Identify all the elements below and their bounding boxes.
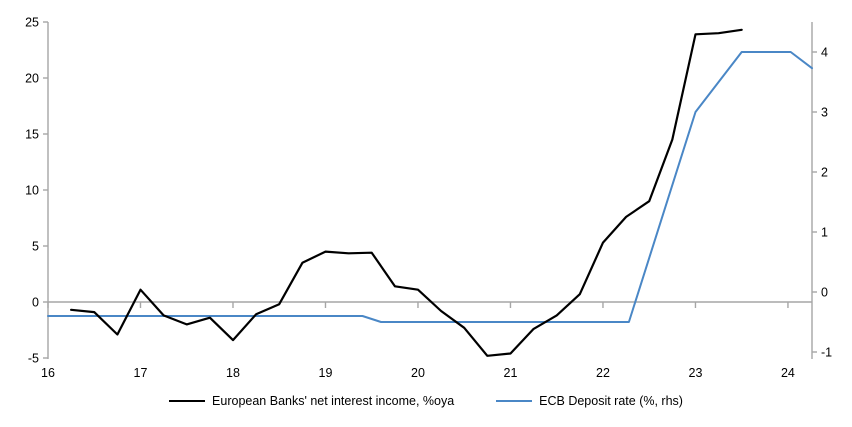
legend-line-swatch-black bbox=[169, 400, 206, 402]
x-axis-tick-label: 22 bbox=[596, 366, 610, 380]
y-axis-right-tick-label: 1 bbox=[821, 226, 828, 240]
y-axis-left-tick-label: 0 bbox=[32, 296, 39, 310]
y-axis-right-tick-label: -1 bbox=[821, 346, 832, 360]
y-axis-left-tick-label: 20 bbox=[25, 72, 39, 86]
y-axis-left-tick-label: 15 bbox=[25, 128, 39, 142]
x-axis-tick-label: 17 bbox=[134, 366, 148, 380]
y-axis-left-tick-label: 25 bbox=[25, 16, 39, 30]
legend-label: ECB Deposit rate (%, rhs) bbox=[539, 394, 683, 408]
legend-line-swatch-blue bbox=[496, 400, 533, 402]
series-line-ecb-deposit-rate bbox=[47, 51, 813, 323]
x-axis-tick-label: 21 bbox=[504, 366, 518, 380]
x-axis-tick-label: 16 bbox=[41, 366, 55, 380]
chart-legend: European Banks' net interest income, %oy… bbox=[0, 394, 852, 408]
series-line-net-interest-income bbox=[70, 28, 743, 357]
legend-item-net-interest-income: European Banks' net interest income, %oy… bbox=[169, 394, 454, 408]
x-axis-tick-label: 19 bbox=[319, 366, 333, 380]
y-axis-left-tick-label: 10 bbox=[25, 184, 39, 198]
x-axis-tick-label: 24 bbox=[781, 366, 795, 380]
y-axis-right-tick-label: 0 bbox=[821, 286, 828, 300]
y-axis-right-tick-label: 3 bbox=[821, 106, 828, 120]
x-axis-tick-label: 20 bbox=[411, 366, 425, 380]
x-axis-tick-label: 23 bbox=[689, 366, 703, 380]
y-axis-left-tick-label: 5 bbox=[32, 240, 39, 254]
y-axis-left-tick-label: -5 bbox=[28, 352, 39, 366]
y-axis-right-tick-label: 2 bbox=[821, 166, 828, 180]
x-axis-tick-label: 18 bbox=[226, 366, 240, 380]
legend-label: European Banks' net interest income, %oy… bbox=[212, 394, 455, 408]
legend-item-ecb-deposit-rate: ECB Deposit rate (%, rhs) bbox=[496, 394, 683, 408]
y-axis-right-tick-label: 4 bbox=[821, 46, 828, 60]
